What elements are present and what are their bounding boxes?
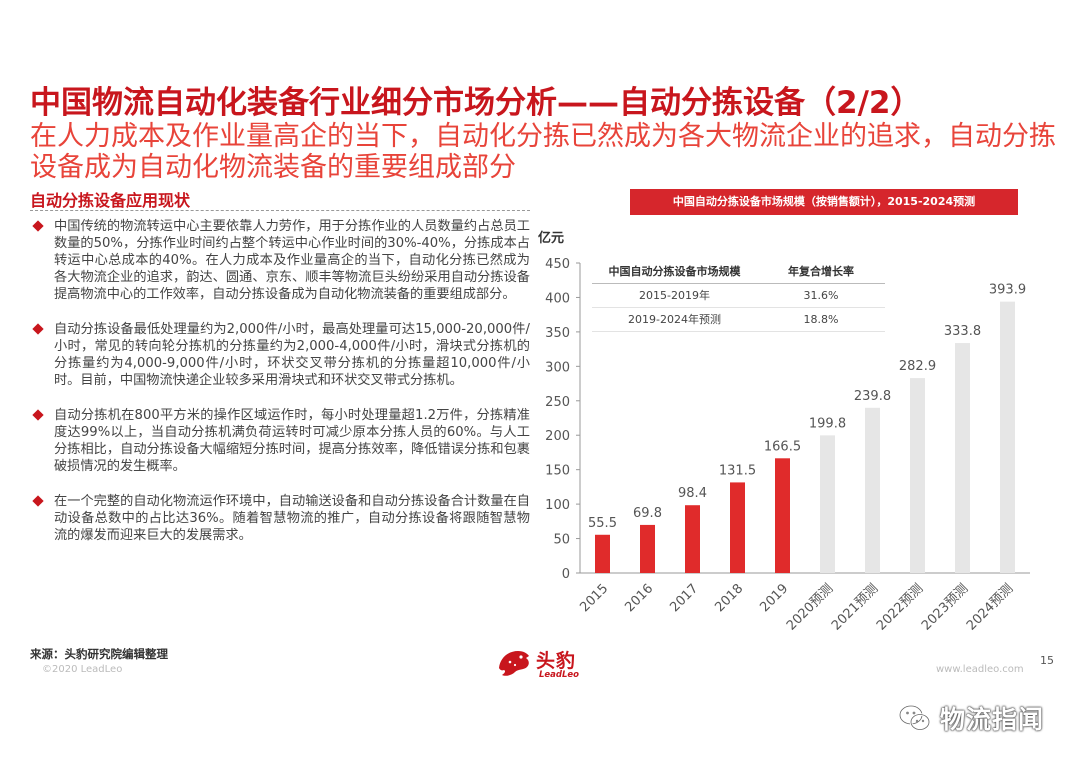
y-tick-label: 100 [545,498,570,513]
logo-chinese-text: 头豹 [536,650,577,672]
bar [865,407,880,573]
bar-value-label: 333.8 [944,324,981,339]
bar-value-label: 69.8 [633,506,662,521]
x-tick-label: 2021预测 [829,581,881,633]
x-tick-label: 2017 [667,581,701,615]
bullet-text: 在一个完整的自动化物流运作环境中，自动输送设备和自动分拣设备合计数量在自动设备总… [54,494,530,543]
page-number: 15 [1040,654,1054,667]
bar [820,435,835,573]
y-tick-label: 0 [562,567,570,582]
leadleo-logo: 头豹 LeadLeo [496,644,586,684]
bar-value-label: 282.9 [899,359,936,374]
bar-value-label: 98.4 [678,486,707,501]
bar-value-label: 131.5 [719,463,756,478]
cagr-period: 2019-2024年预测 [628,313,721,326]
diamond-bullet-icon [32,409,44,421]
bar [595,534,610,573]
chart-title-banner: 中国自动分拣设备市场规模（按销售额计），2015-2024预测 [630,189,1018,215]
wechat-watermark: 物流指闻 [898,698,1044,738]
bullet-item: 自动分拣机在800平方米的操作区域运作时，每小时处理量超1.2万件，分拣精准度达… [30,407,530,475]
cagr-table: 中国自动分拣设备市场规模 年复合增长率 2015-2019年 31.6% 201… [592,260,885,332]
x-tick-label: 2024预测 [964,581,1016,633]
y-tick-label: 300 [545,360,570,375]
bar [1000,301,1015,573]
bullet-list: 中国传统的物流转运中心主要依靠人力劳作，用于分拣作业的人员数量约占总员工数量的5… [30,218,530,562]
cagr-header-market: 中国自动分拣设备市场规模 [608,265,741,278]
bullet-item: 中国传统的物流转运中心主要依靠人力劳作，用于分拣作业的人员数量约占总员工数量的5… [30,218,530,303]
y-tick-label: 450 [545,257,570,272]
y-tick-label: 150 [545,464,570,479]
bar [775,458,790,573]
x-tick-label: 2023预测 [919,581,971,633]
bar-value-label: 393.9 [989,283,1026,298]
bullet-item: 自动分拣设备最低处理量约为2,000件/小时，最高处理量可达15,000-20,… [30,321,530,389]
copyright-text: ©2020 LeadLeo [42,664,123,675]
watermark-text: 物流指闻 [940,705,1045,734]
bar [910,378,925,573]
cagr-rate: 31.6% [803,289,839,302]
y-tick-label: 200 [545,429,570,444]
section-title: 自动分拣设备应用现状 [30,191,191,210]
x-tick-label: 2018 [712,581,746,615]
section-divider [30,210,530,211]
bullet-text: 自动分拣设备最低处理量约为2,000件/小时，最高处理量可达15,000-20,… [54,322,530,388]
bar [640,524,655,573]
bar-value-label: 239.8 [854,389,891,404]
x-tick-label: 2019 [757,581,791,615]
x-tick-label: 2016 [622,581,656,615]
y-tick-label: 350 [545,326,570,341]
bar-value-label: 199.8 [809,416,846,431]
bar [730,482,745,573]
cagr-header-rate: 年复合增长率 [788,265,854,278]
bar-value-label: 166.5 [764,439,801,454]
diamond-bullet-icon [32,495,44,507]
table-row: 2019-2024年预测 18.8% [592,308,885,332]
bar-value-label: 55.5 [588,516,617,531]
logo-english-text: LeadLeo [539,670,580,680]
cagr-period: 2015-2019年 [639,289,710,302]
y-tick-label: 50 [553,533,570,548]
x-tick-label: 2020预测 [784,581,836,633]
x-tick-label: 2015 [577,581,611,615]
bullet-text: 中国传统的物流转运中心主要依靠人力劳作，用于分拣作业的人员数量约占总员工数量的5… [54,219,530,302]
y-tick-label: 400 [545,291,570,306]
cagr-rate: 18.8% [803,313,839,326]
bullet-text: 自动分拣机在800平方米的操作区域运作时，每小时处理量超1.2万件，分拣精准度达… [54,408,530,474]
diamond-bullet-icon [32,220,44,232]
y-tick-label: 250 [545,395,570,410]
cagr-table-header: 中国自动分拣设备市场规模 年复合增长率 [592,260,885,284]
bar [955,343,970,573]
x-tick-label: 2022预测 [874,581,926,633]
slide-title: 中国物流自动化装备行业细分市场分析——自动分拣设备（2/2） [30,85,922,121]
leopard-logo-icon [499,651,529,676]
website-link[interactable]: www.leadleo.com [936,664,1024,675]
wechat-icon [898,704,931,731]
bar [685,505,700,573]
slide-subtitle: 在人力成本及作业量高企的当下，自动化分拣已然成为各大物流企业的追求，自动分拣设备… [30,121,1056,183]
y-axis-unit-label: 亿元 [538,230,564,246]
market-size-bar-chart: 亿元 0 50 100 150 200 250 300 350 400 450 55.5 2015 69.… [538,230,1030,634]
bullet-item: 在一个完整的自动化物流运作环境中，自动输送设备和自动分拣设备合计数量在自动设备总… [30,493,530,544]
table-row: 2015-2019年 31.6% [592,284,885,308]
diamond-bullet-icon [32,323,44,335]
source-note: 来源：头豹研究院编辑整理 [30,647,168,661]
